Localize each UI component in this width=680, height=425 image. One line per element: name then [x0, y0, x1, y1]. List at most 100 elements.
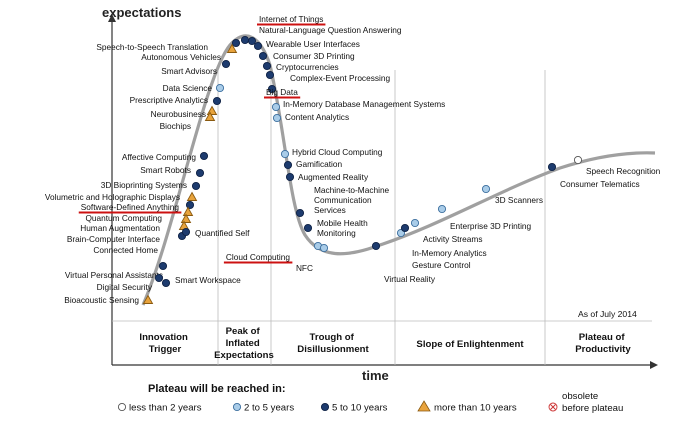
tech-3d-scanners: 3D Scanners — [481, 184, 543, 205]
marker-gt10 — [204, 111, 216, 121]
marker-5to10 — [547, 162, 557, 172]
legend-title: Plateau will be reached in: — [148, 383, 286, 395]
tech-nfc: NFC — [296, 243, 329, 273]
tech-label: Prescriptive Analytics — [130, 95, 208, 105]
tech-label: Cloud Computing — [226, 252, 290, 262]
tech-human-augmentation: Human Augmentation — [80, 213, 192, 233]
tech-augmented-reality: Augmented Reality — [285, 172, 369, 182]
tech-label: Digital Security — [97, 282, 153, 292]
tech-label: Quantum Computing — [85, 213, 162, 223]
tech-enterprise-3d-printing: Enterprise 3D Printing — [437, 204, 532, 231]
marker-5to10 — [262, 61, 272, 71]
tech-label: Virtual Personal Assistants — [65, 270, 163, 280]
phase-labels: Innovation Trigger Peak of Inflated Expe… — [139, 326, 631, 361]
marker-5to10 — [191, 181, 201, 191]
tech-autonomous-vehicles: Autonomous Vehicles — [141, 43, 238, 62]
tech-label: Brain-Computer Interface — [67, 234, 161, 244]
marker-5to10 — [295, 208, 305, 218]
legend: Plateau will be reached in: less than 2 … — [117, 383, 623, 414]
legend-marker-obsolete — [548, 402, 558, 412]
tech-speech-recognition: Speech Recognition — [573, 155, 661, 176]
tech-label: Complex-Event Processing — [290, 73, 390, 83]
marker-2to5 — [280, 149, 290, 159]
marker-5to10 — [181, 227, 191, 237]
tech-label: Smart Advisors — [161, 66, 217, 76]
tech-label: Software-Defined Anything — [81, 202, 180, 212]
tech-label: Connected Home — [93, 245, 158, 255]
tech-in-memory-database-management-systems: In-Memory Database Management Systems — [271, 99, 445, 112]
marker-gt10 — [180, 213, 192, 223]
marker-5to10 — [221, 59, 231, 69]
tech-label: Smart Robots — [140, 165, 191, 175]
tech-label: Machine-to-Machine Communication Services — [314, 185, 390, 215]
tech-prescriptive-analytics: Prescriptive Analytics — [130, 95, 222, 106]
tech-label: Speech Recognition — [586, 166, 661, 176]
marker-gt10 — [206, 105, 218, 115]
marker-5to10 — [231, 38, 241, 48]
tech-label: Mobile Health Monitoring — [317, 218, 368, 238]
marker-5to10 — [185, 200, 195, 210]
phase-label-innovation-trigger: Innovation Trigger — [139, 332, 190, 355]
tech-complex-event-processing: Complex-Event Processing — [265, 70, 390, 83]
marker-5to10 — [285, 172, 295, 182]
tech-label: In-Memory Database Management Systems — [283, 99, 445, 109]
tech-label: Consumer Telematics — [560, 179, 640, 189]
marker-5to10 — [265, 70, 275, 80]
tech-virtual-personal-assistants: Virtual Personal Assistants — [65, 261, 168, 280]
tech-hybrid-cloud-computing: Hybrid Cloud Computing — [280, 147, 383, 159]
marker-5to10 — [283, 160, 293, 170]
tech-biochips: Biochips — [160, 111, 216, 131]
tech-label: Activity Streams — [423, 234, 482, 244]
tech-bioacoustic-sensing: Bioacoustic Sensing — [64, 294, 154, 305]
hype-curve — [141, 34, 656, 306]
tech-label: Wearable User Interfaces — [266, 39, 360, 49]
tech-quantum-computing: Quantum Computing — [85, 206, 194, 223]
tech-gamification: Gamification — [283, 159, 342, 170]
tech-wearable-user-interfaces: Wearable User Interfaces — [253, 39, 360, 51]
tech-label: Quantified Self — [195, 228, 250, 238]
marker-2to5 — [410, 218, 420, 228]
marker-gt10 — [182, 206, 194, 216]
x-axis-arrow — [650, 361, 658, 369]
tech-affective-computing: Affective Computing — [122, 151, 209, 162]
tech-label: Internet of Things — [259, 14, 323, 24]
phase-dividers — [112, 70, 652, 365]
tech-label: Augmented Reality — [298, 172, 369, 182]
phase-label-peak: Peak of Inflated Expectations — [214, 326, 274, 361]
marker-5to10 — [240, 35, 250, 45]
tech-label: Enterprise 3D Printing — [450, 221, 532, 231]
marker-5to10 — [303, 223, 313, 233]
tech-smart-robots: Smart Robots — [140, 165, 205, 178]
tech-big-data: Big Data — [264, 84, 301, 99]
tech-smart-advisors: Smart Advisors — [161, 59, 231, 76]
tech-label: Cryptocurrencies — [276, 62, 339, 72]
tech-label: NFC — [296, 263, 313, 273]
tech-label: Data Science — [163, 83, 213, 93]
tech-label: 3D Bioprinting Systems — [101, 180, 187, 190]
marker-5to10 — [267, 84, 277, 94]
marker-5to10 — [400, 223, 410, 233]
legend-marker-5to10 — [320, 402, 330, 412]
tech-consumer-telematics: Consumer Telematics — [547, 162, 640, 189]
tech-content-analytics: Content Analytics — [272, 112, 349, 123]
tech-label: Neurobusiness — [151, 109, 206, 119]
legend-marker-2to5 — [232, 402, 242, 412]
legend-label-obsolete: obsolete before plateau — [562, 391, 623, 414]
tech-label: In-Memory Analytics — [412, 248, 487, 258]
phase-label-plateau: Plateau of Productivity — [575, 332, 631, 355]
marker-5to10 — [154, 273, 164, 283]
marker-5to10 — [195, 168, 205, 178]
marker-5to10 — [371, 241, 381, 251]
marker-5to10 — [212, 96, 222, 106]
tech-natural-language-question-answering: Natural-Language Question Answering — [247, 25, 402, 46]
tech-consumer-3d-printing: Consumer 3D Printing — [258, 51, 355, 61]
marker-5to10 — [158, 261, 168, 271]
tech-software-defined-anything: Software-Defined Anything — [78, 200, 195, 214]
tech-label: Gamification — [296, 159, 342, 169]
as-of-date: As of July 2014 — [578, 309, 637, 319]
tech-label: Big Data — [266, 87, 298, 97]
tech-label: Bioacoustic Sensing — [64, 295, 139, 305]
marker-5to10 — [199, 151, 209, 161]
tech-neurobusiness: Neurobusiness — [151, 105, 218, 119]
